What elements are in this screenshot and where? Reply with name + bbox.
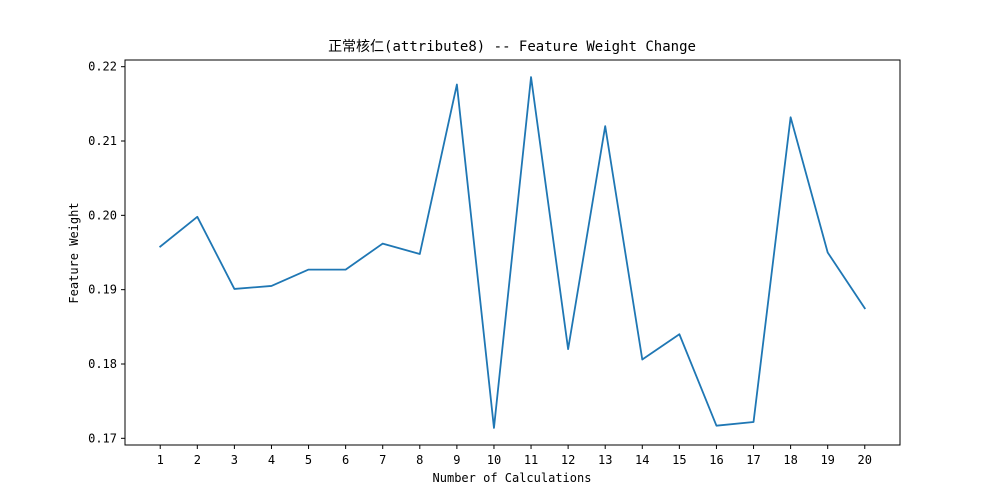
x-tick-label: 6 <box>342 453 349 467</box>
x-tick-label: 11 <box>524 453 538 467</box>
plot-frame <box>124 59 901 446</box>
y-tick-label: 0.19 <box>88 283 117 297</box>
x-tick-label: 12 <box>561 453 575 467</box>
x-tick-label: 10 <box>487 453 501 467</box>
x-tick-label: 13 <box>598 453 612 467</box>
x-tick-label: 14 <box>635 453 649 467</box>
y-tick-label: 0.18 <box>88 357 117 371</box>
x-tick-label: 9 <box>453 453 460 467</box>
x-tick-label: 16 <box>709 453 723 467</box>
x-tick-label: 18 <box>783 453 797 467</box>
x-tick-label: 4 <box>268 453 275 467</box>
x-tick-label: 20 <box>858 453 872 467</box>
y-tick-label: 0.21 <box>88 134 117 148</box>
x-tick-label: 15 <box>672 453 686 467</box>
x-tick-label: 1 <box>157 453 164 467</box>
x-axis: 1 2 3 4 5 6 7 8 9 10 11 12 13 14 15 16 17 18 19 20 <box>157 445 872 467</box>
series-line-feature-weight <box>158 76 867 429</box>
x-axis-label: Number of Calculations <box>433 471 592 485</box>
y-tick-label: 0.20 <box>88 208 117 222</box>
x-tick-label: 17 <box>746 453 760 467</box>
y-axis-label: Feature Weight <box>67 202 81 303</box>
x-tick-label: 7 <box>379 453 386 467</box>
x-tick-label: 5 <box>305 453 312 467</box>
x-tick-label: 8 <box>416 453 423 467</box>
x-tick-label: 2 <box>194 453 201 467</box>
y-axis: 0.17 0.18 0.19 0.20 0.21 0.22 <box>88 60 125 445</box>
x-tick-label: 19 <box>820 453 834 467</box>
x-tick-label: 3 <box>231 453 238 467</box>
y-tick-label: 0.22 <box>88 60 117 74</box>
chart-title: 正常核仁(attribute8) -- Feature Weight Chang… <box>328 39 696 55</box>
y-tick-label: 0.17 <box>88 431 117 445</box>
